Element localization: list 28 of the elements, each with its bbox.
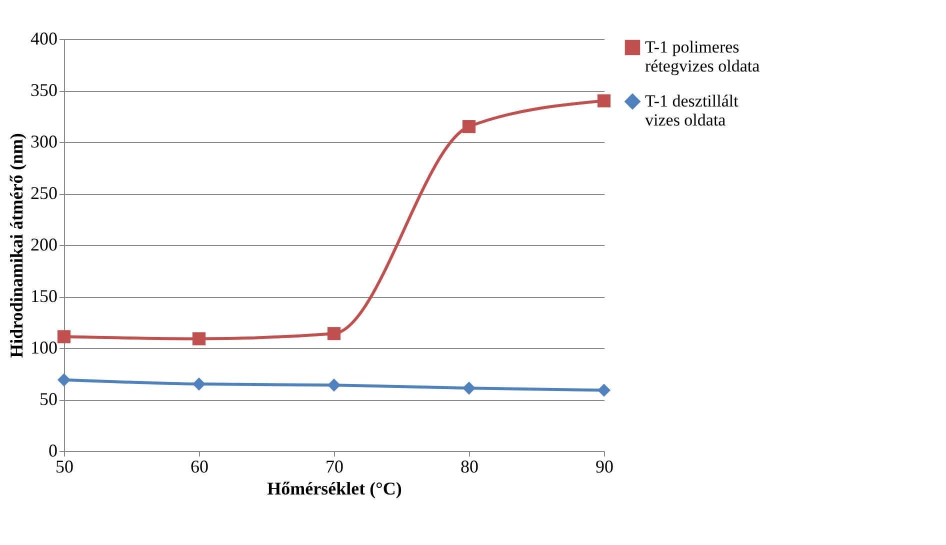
point <box>597 384 611 397</box>
y-tick-label: 100 <box>30 338 58 358</box>
point <box>192 332 206 346</box>
point <box>57 330 71 344</box>
y-tick-label: 400 <box>30 28 58 48</box>
x-axis-title: Hőmérséklet (°C) <box>267 478 402 498</box>
point <box>462 382 476 395</box>
x-tick-label: 90 <box>596 456 614 476</box>
point <box>327 378 341 392</box>
y-tick-label: 300 <box>30 132 58 152</box>
y-tick-label: 150 <box>30 286 58 306</box>
point <box>57 373 71 386</box>
y-tick-label: 250 <box>30 183 58 203</box>
x-tick-label: 60 <box>190 456 208 476</box>
point <box>327 327 341 340</box>
legend-label: T-1 desztillált vizes oldata <box>645 92 739 130</box>
point <box>462 120 476 134</box>
x-tick-label: 70 <box>326 456 344 476</box>
x-tick-label: 80 <box>460 456 478 476</box>
y-tick-label: 200 <box>30 234 58 254</box>
y-tick-label: 350 <box>30 80 58 100</box>
point <box>597 94 611 108</box>
y-tick-label: 0 <box>48 440 58 460</box>
x-tick-label: 50 <box>56 456 74 476</box>
y-tick-label: 50 <box>40 389 58 409</box>
y-axis-title: Hidrodinamikai átmérő (nm) <box>6 133 26 358</box>
point <box>192 378 206 391</box>
legend-label: T-1 polimeres rétegvizes oldata <box>645 38 760 76</box>
